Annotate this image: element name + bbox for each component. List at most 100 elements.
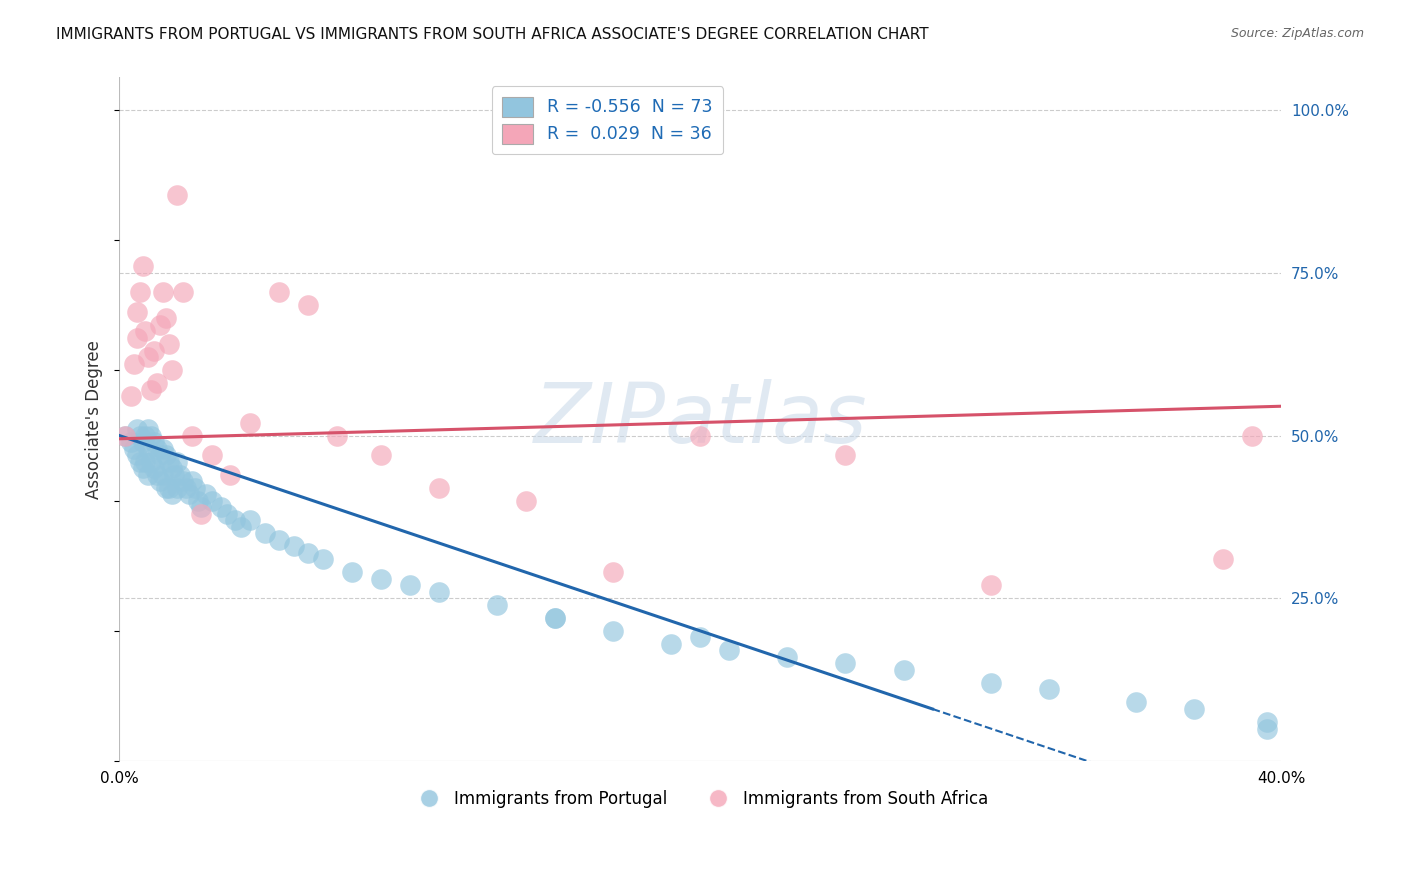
Point <box>1125 696 1147 710</box>
Point <box>1038 682 1060 697</box>
Point <box>120 389 142 403</box>
Point <box>187 493 209 508</box>
Point <box>180 474 202 488</box>
Point <box>152 467 174 482</box>
Point <box>149 474 172 488</box>
Point <box>125 331 148 345</box>
Point <box>297 298 319 312</box>
Point <box>134 454 156 468</box>
Point <box>120 435 142 450</box>
Point <box>141 428 163 442</box>
Point <box>146 376 169 391</box>
Text: ZIPatlas: ZIPatlas <box>533 379 868 459</box>
Point <box>131 461 153 475</box>
Point <box>602 624 624 638</box>
Legend: Immigrants from Portugal, Immigrants from South Africa: Immigrants from Portugal, Immigrants fro… <box>406 783 994 814</box>
Point <box>128 454 150 468</box>
Point <box>834 448 856 462</box>
Point <box>146 467 169 482</box>
Point <box>122 357 145 371</box>
Point <box>718 643 741 657</box>
Point <box>180 428 202 442</box>
Point <box>136 351 159 365</box>
Point <box>172 285 194 300</box>
Point <box>134 428 156 442</box>
Point <box>160 461 183 475</box>
Point <box>141 454 163 468</box>
Point <box>239 513 262 527</box>
Point <box>136 422 159 436</box>
Point <box>177 487 200 501</box>
Point <box>267 533 290 547</box>
Text: IMMIGRANTS FROM PORTUGAL VS IMMIGRANTS FROM SOUTH AFRICA ASSOCIATE'S DEGREE CORR: IMMIGRANTS FROM PORTUGAL VS IMMIGRANTS F… <box>56 27 929 42</box>
Point <box>143 435 166 450</box>
Point <box>166 187 188 202</box>
Point <box>166 481 188 495</box>
Point <box>427 584 450 599</box>
Point <box>485 598 508 612</box>
Point <box>174 481 197 495</box>
Point <box>114 428 136 442</box>
Point <box>201 493 224 508</box>
Point <box>195 487 218 501</box>
Point <box>169 467 191 482</box>
Point <box>1212 552 1234 566</box>
Point <box>149 448 172 462</box>
Point <box>776 649 799 664</box>
Point <box>184 481 207 495</box>
Point <box>231 519 253 533</box>
Point <box>160 363 183 377</box>
Point <box>146 442 169 456</box>
Point <box>427 481 450 495</box>
Point <box>190 507 212 521</box>
Point <box>893 663 915 677</box>
Point <box>370 448 392 462</box>
Point <box>152 442 174 456</box>
Point <box>544 611 567 625</box>
Point <box>125 448 148 462</box>
Point <box>114 428 136 442</box>
Point <box>155 448 177 462</box>
Point <box>311 552 333 566</box>
Point <box>267 285 290 300</box>
Point <box>131 259 153 273</box>
Point <box>689 428 711 442</box>
Point <box>239 416 262 430</box>
Point <box>131 435 153 450</box>
Point <box>136 467 159 482</box>
Point <box>155 481 177 495</box>
Point <box>128 428 150 442</box>
Point <box>834 657 856 671</box>
Point <box>166 454 188 468</box>
Point <box>172 474 194 488</box>
Point <box>125 305 148 319</box>
Point <box>398 578 420 592</box>
Point <box>515 493 537 508</box>
Y-axis label: Associate's Degree: Associate's Degree <box>86 340 103 499</box>
Point <box>1182 702 1205 716</box>
Point <box>152 285 174 300</box>
Point <box>190 500 212 515</box>
Point <box>157 481 180 495</box>
Point <box>155 311 177 326</box>
Point <box>209 500 232 515</box>
Point <box>143 343 166 358</box>
Point <box>122 442 145 456</box>
Point <box>141 383 163 397</box>
Point <box>980 676 1002 690</box>
Point <box>1256 722 1278 736</box>
Text: Source: ZipAtlas.com: Source: ZipAtlas.com <box>1230 27 1364 40</box>
Point <box>128 285 150 300</box>
Point <box>201 448 224 462</box>
Point <box>157 454 180 468</box>
Point <box>253 526 276 541</box>
Point <box>125 422 148 436</box>
Point <box>326 428 349 442</box>
Point <box>143 461 166 475</box>
Point <box>163 467 186 482</box>
Point <box>134 324 156 338</box>
Point <box>602 566 624 580</box>
Point <box>544 611 567 625</box>
Point <box>659 637 682 651</box>
Point <box>149 318 172 332</box>
